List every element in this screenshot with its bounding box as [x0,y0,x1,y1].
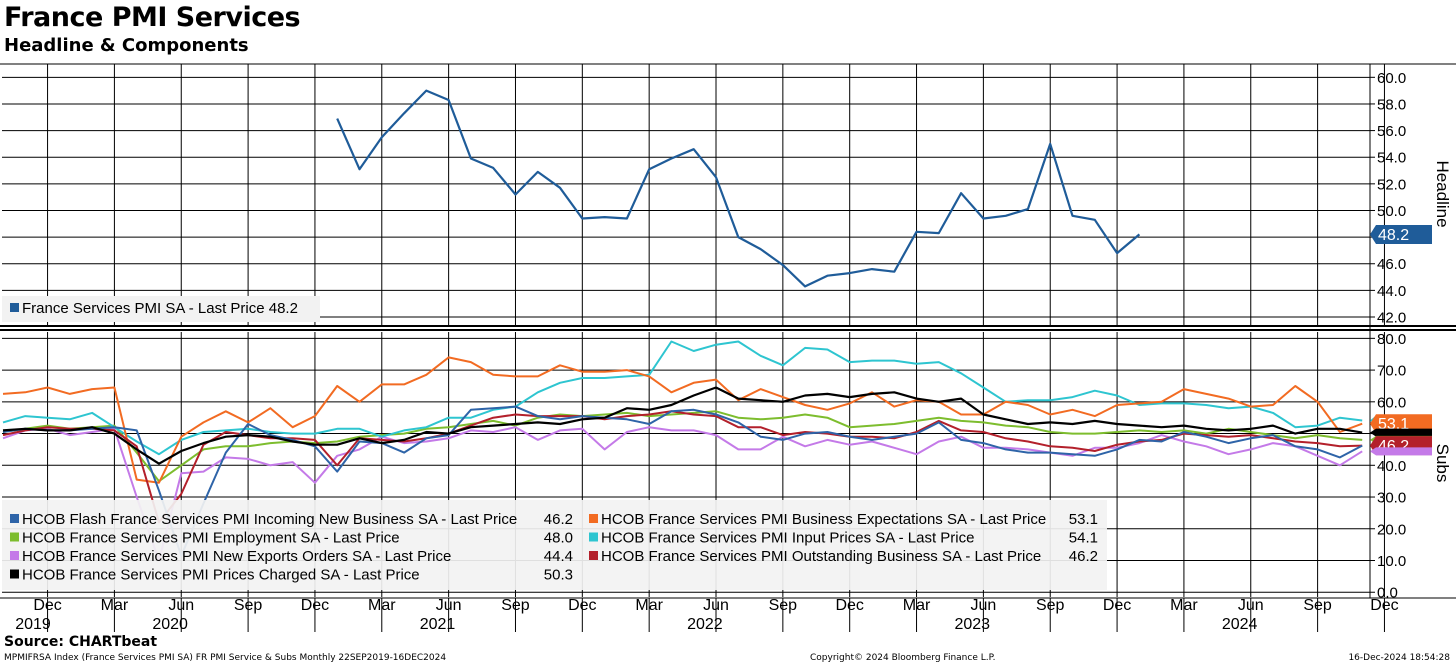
x-month-label-12: Dec [835,597,863,614]
subs-series-line-6 [2,386,1363,465]
x-month-label-6: Jun [436,597,462,614]
headline-axis-title: Headline [1433,160,1452,227]
panel-frames [0,63,1456,599]
bottom-legend-swatch-3 [589,532,598,542]
top-ytick-label-4: 50.0 [1377,203,1406,220]
footer-index-description: MPMIFRSA Index (France Services PMI SA) … [4,653,447,663]
bottom-legend-swatch-6 [10,569,19,579]
bottom-ytick-label-6: 60.0 [1377,394,1406,411]
top-ytick-label-0: 42.0 [1377,310,1406,327]
x-month-label-18: Jun [1238,597,1264,614]
tag-prices-charged-shape [1370,428,1432,437]
bottom-legend-value-5: 46.2 [1069,548,1098,565]
bottom-legend-value-2: 48.0 [544,530,573,547]
top-ytick-label-6: 54.0 [1377,150,1406,167]
subs-series-line-4 [2,426,1363,562]
tag-new-exports-shape [1370,447,1432,456]
x-month-label-0: Dec [33,597,61,614]
bottom-legend-label-0: HCOB Flash France Services PMI Incoming … [22,511,517,528]
bottom-ytick-label-3: 30.0 [1377,490,1406,507]
top-ytick-label-8: 58.0 [1377,96,1406,113]
x-month-label-9: Mar [635,597,663,614]
tag-business-expectations-shape [1370,414,1432,434]
top-legend-box [2,296,320,322]
top-panel-y-axis: 42.044.046.048.050.052.054.056.058.060.0… [1370,70,1452,327]
bottom-legend-swatch-1 [589,514,598,523]
x-month-label-1: Mar [101,597,129,614]
x-year-label-1: 2020 [152,616,188,633]
chart-title: France PMI Services [4,2,301,33]
source-note: Source: CHARTbeat [4,634,158,650]
top-legend-swatch [10,303,19,312]
x-year-label-2: 2021 [420,616,456,633]
bottom-legend-value-0: 46.2 [544,511,573,528]
bottom-legend-value-3: 54.1 [1069,530,1098,547]
x-axis: Dec Mar Jun Sep Dec Mar Jun Sep Dec Mar Jun Sep Dec M… [15,597,1398,633]
tag-headline-label: 48.2 [1378,227,1409,244]
top-ytick-label-2: 46.0 [1377,256,1406,273]
bottom-legend-swatch-5 [589,551,598,560]
x-month-label-15: Sep [1036,597,1065,614]
x-year-label-0: 2019 [15,616,51,633]
x-month-label-19: Sep [1303,597,1332,614]
x-month-label-8: Dec [568,597,596,614]
bottom-ytick-label-7: 70.0 [1377,363,1406,380]
x-year-label-3: 2022 [687,616,723,633]
bottom-legend-value-6: 50.3 [544,567,573,584]
bottom-ytick-label-1: 10.0 [1377,553,1406,570]
top-ytick-label-9: 60.0 [1377,70,1406,87]
top-ytick-label-1: 44.0 [1377,283,1406,300]
x-month-label-2: Jun [168,597,194,614]
top-ytick-label-5: 52.0 [1377,176,1406,193]
top-panel-legend: France Services PMI SA - Last Price 48.2 [2,296,320,322]
bottom-ytick-label-2: 20.0 [1377,521,1406,538]
bottom-legend-value-1: 53.1 [1069,511,1098,528]
x-year-label-4: 2023 [954,616,990,633]
top-panel-series [336,89,1141,288]
top-legend-label: France Services PMI SA - Last Price 48.2 [22,300,298,317]
x-month-label-17: Mar [1170,597,1198,614]
footer-copyright: Copyright© 2024 Bloomberg Finance L.P. [810,653,996,663]
bottom-legend-label-4: HCOB France Services PMI New Exports Ord… [22,548,451,565]
x-month-label-14: Jun [970,597,996,614]
bottom-legend-label-2: HCOB France Services PMI Employment SA -… [22,530,400,547]
subs-series-line-1 [2,356,1363,484]
bottom-ytick-label-0: 0.0 [1377,585,1398,602]
top-panel-grid [2,64,1385,325]
x-month-label-5: Mar [368,597,396,614]
bottom-legend-label-3: HCOB France Services PMI Input Prices SA… [601,530,974,547]
last-price-tags: 53.146.248.2 [1370,224,1432,456]
bottom-legend-swatch-2 [10,532,19,542]
bottom-legend-swatch-0 [10,514,19,523]
x-month-label-20: Dec [1370,597,1398,614]
tag-headline-shape [1370,224,1432,244]
bottom-panel-series [2,340,1363,562]
bottom-legend-box [2,500,1107,590]
bottom-legend-label-1: HCOB France Services PMI Business Expect… [601,511,1046,528]
subs-series-line-0 [2,405,1363,557]
bottom-legend-swatch-4 [10,551,19,560]
footer-timestamp: 16-Dec-2024 18:54:28 [1348,653,1450,663]
x-year-label-5: 2024 [1222,616,1258,633]
x-month-label-7: Sep [501,597,530,614]
x-month-label-16: Dec [1103,597,1131,614]
top-ytick-label-7: 56.0 [1377,123,1406,140]
headline-series-line [336,89,1141,288]
subs-axis-title: Subs [1433,444,1452,483]
bottom-legend-label-5: HCOB France Services PMI Outstanding Bus… [601,548,1041,565]
x-month-label-3: Sep [234,597,263,614]
chart-subtitle: Headline & Components [4,35,249,56]
bottom-ytick-label-4: 40.0 [1377,458,1406,475]
bottom-ytick-label-8: 80.0 [1377,331,1406,348]
x-month-label-13: Mar [903,597,931,614]
x-month-label-11: Sep [769,597,798,614]
x-month-label-10: Jun [703,597,729,614]
bottom-legend-label-6: HCOB France Services PMI Prices Charged … [22,567,420,584]
bottom-panel-legend: HCOB Flash France Services PMI Incoming … [2,500,1107,590]
x-month-label-4: Dec [301,597,329,614]
bottom-legend-value-4: 44.4 [544,548,573,565]
